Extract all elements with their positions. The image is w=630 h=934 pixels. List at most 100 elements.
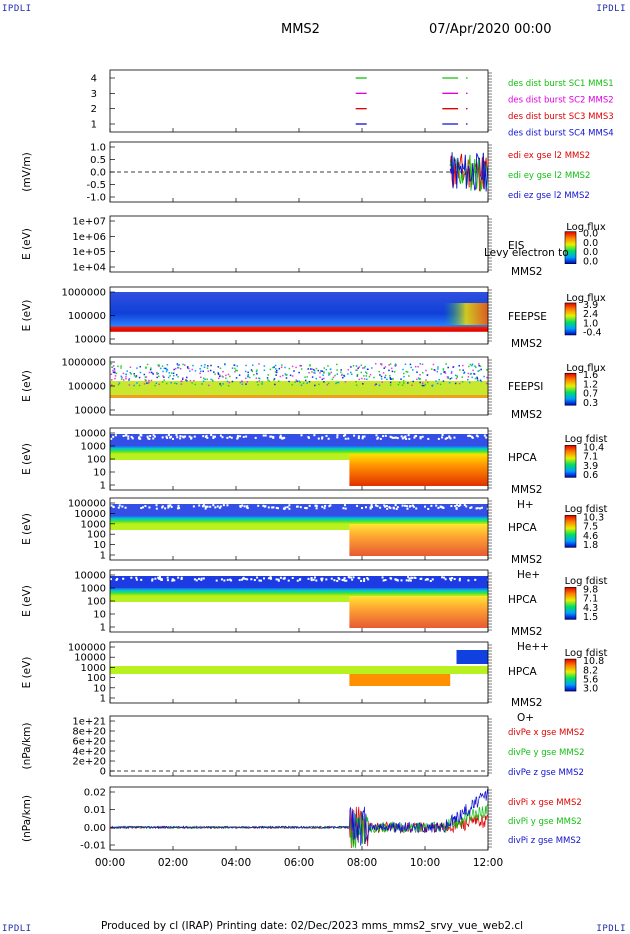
spectrogram-pixel — [389, 384, 392, 386]
spectrogram-pixel — [225, 377, 227, 379]
spectrogram-pixel — [307, 368, 309, 370]
spectrogram-pixel — [394, 363, 397, 365]
spectrogram-pixel — [239, 381, 242, 384]
spectrogram-pixel — [256, 369, 258, 371]
spectrogram-pixel — [279, 576, 282, 579]
spectrogram-pixel — [417, 365, 419, 368]
spectrogram-pixel — [244, 370, 247, 373]
spectrogram-pixel — [284, 373, 287, 375]
spectrogram-pixel — [120, 378, 123, 380]
spectrogram-pixel — [146, 382, 148, 384]
spectrogram-pixel — [112, 505, 115, 508]
spectrogram-pixel — [474, 377, 477, 380]
spectrogram-pixel — [378, 384, 381, 387]
spectrogram-pixel — [389, 375, 391, 377]
spectrogram-pixel — [291, 365, 294, 368]
spectrogram-pixel — [116, 577, 119, 580]
spectrogram-pixel — [117, 506, 120, 509]
spectrogram-pixel — [176, 363, 179, 365]
spectrogram-pixel — [374, 363, 377, 365]
spectrogram-pixel — [175, 382, 178, 385]
spectrogram-pixel — [477, 370, 479, 372]
spectrogram-pixel — [474, 578, 477, 581]
y-tick-label: 1000 — [81, 442, 106, 453]
spectrogram-pixel — [469, 506, 472, 509]
spectrogram-pixel — [267, 374, 269, 376]
spectrogram-pixel — [263, 365, 266, 367]
spectrogram-pixel — [169, 375, 171, 377]
spectrogram-pixel — [287, 579, 290, 582]
spectrogram-pixel — [203, 366, 206, 369]
spectrogram-pixel — [274, 383, 276, 386]
spectrogram-pixel — [222, 504, 225, 507]
spectrogram-pixel — [434, 369, 436, 372]
spectrogram-pixel — [366, 372, 368, 375]
spectrogram-pixel — [133, 384, 135, 387]
spectrogram-pixel — [226, 436, 229, 439]
spectrogram-pixel — [412, 369, 414, 371]
spectrogram-pixel — [161, 365, 164, 367]
spectrogram-pixel — [180, 380, 183, 382]
spectrogram-pixel — [437, 366, 439, 368]
spectrogram-pixel — [396, 506, 399, 509]
spectrogram-pixel — [343, 374, 345, 377]
spectrogram-pixel — [363, 367, 366, 369]
spectrogram-pixel — [153, 435, 156, 438]
spectrogram-pixel — [151, 372, 154, 374]
spectrogram-pixel — [355, 380, 357, 383]
spectrogram-pixel — [177, 364, 179, 367]
spectrogram-pixel — [307, 436, 310, 439]
spectrogram-pixel — [388, 369, 390, 372]
spectrogram-pixel — [461, 381, 464, 383]
spectrogram-pixel — [180, 383, 183, 385]
instrument-label: HPCA — [508, 452, 538, 464]
colorbar-tick-label: 9.8 — [583, 584, 598, 595]
spectrogram-pixel — [136, 382, 138, 384]
spectrogram-pixel — [366, 577, 369, 580]
spectrogram-pixel — [378, 370, 380, 373]
y-tick-label: -0.01 — [80, 841, 106, 852]
spectrogram-pixel — [161, 505, 164, 508]
spectrogram-pixel — [144, 379, 146, 381]
spectrogram-pixel — [471, 376, 473, 379]
spectrogram-pixel — [143, 383, 146, 385]
spectrogram-pixel — [426, 374, 429, 376]
spectrogram-pixel — [146, 435, 149, 438]
spectrogram-pixel — [321, 436, 324, 439]
spectrogram-pixel — [156, 376, 158, 379]
summary-plot: 1 2 3 4 des dist burst SC1 MMS1 des dist burs… — [21, 69, 614, 869]
spectrogram-pixel — [254, 436, 257, 439]
y-tick-label: 1 — [100, 694, 106, 705]
spectrogram-pixel — [371, 505, 374, 508]
overlay-text: Levy electron to — [484, 247, 569, 259]
spectrogram-pixel — [440, 373, 442, 375]
spectrogram-pixel — [220, 578, 223, 581]
spectrogram-pixel — [310, 577, 313, 580]
spacecraft-label: MMS2 — [511, 409, 542, 421]
spectrogram-pixel — [421, 363, 424, 366]
spectrogram-pixel — [152, 373, 154, 375]
spectrogram-pixel — [390, 367, 393, 370]
spectrogram-pixel — [176, 507, 179, 510]
spectrogram-pixel — [333, 579, 336, 582]
spectrogram-pixel — [258, 377, 261, 380]
spectrogram-pixel — [277, 578, 280, 581]
spectrogram-pixel — [155, 504, 158, 507]
y-axis-label: E (eV) — [21, 585, 33, 617]
y-tick-label: 10000 — [74, 571, 106, 582]
spectrogram-pixel — [159, 577, 162, 580]
y-tick-label: 100 — [87, 673, 106, 684]
spectrogram-pixel — [475, 434, 478, 437]
spectrogram-pixel — [110, 504, 113, 507]
spectrogram-pixel — [304, 376, 306, 378]
spectrogram-pixel — [353, 434, 356, 437]
spectrogram-pixel — [198, 504, 201, 507]
spectrogram-pixel — [152, 434, 155, 437]
spacecraft-title: MMS2 — [281, 22, 320, 37]
spectrogram-pixel — [165, 382, 168, 385]
corner-label-bottom-right: IPDLI — [596, 924, 626, 934]
spectrogram-pixel — [212, 435, 215, 438]
spectrogram-pixel — [409, 363, 412, 366]
spectrogram-pixel — [342, 507, 345, 510]
spectrogram-pixel — [458, 504, 461, 507]
